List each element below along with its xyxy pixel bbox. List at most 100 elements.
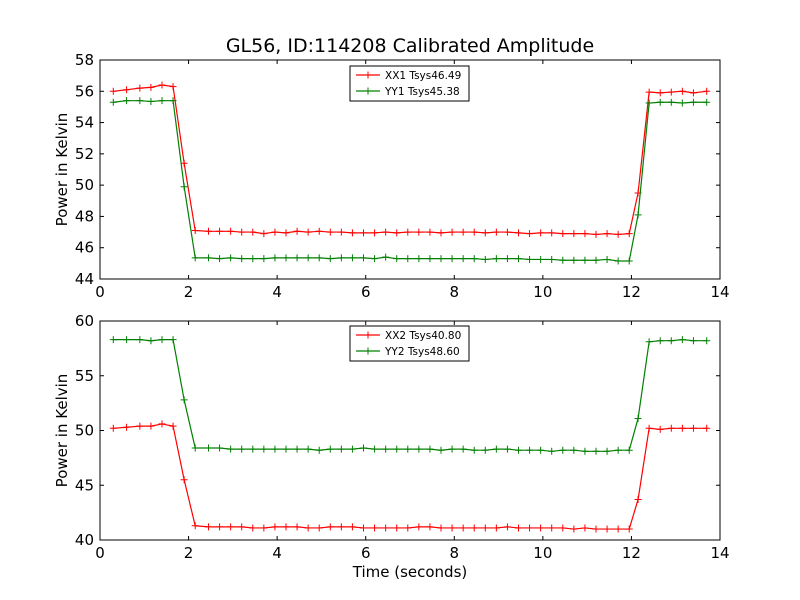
data-point: [158, 420, 166, 428]
data-point: [581, 230, 589, 238]
data-point: [169, 422, 177, 430]
y-tick-label: 45: [75, 476, 94, 494]
legend-label: XX1 Tsys46.49: [385, 70, 461, 82]
data-point: [515, 524, 522, 532]
data-point: [238, 255, 246, 263]
data-point: [393, 229, 401, 237]
y-tick-label: 50: [75, 176, 94, 194]
data-point: [470, 524, 478, 532]
legend-box: [349, 65, 470, 102]
data-point: [459, 228, 467, 236]
data-point: [191, 254, 199, 262]
data-point: [293, 445, 301, 453]
legend-label: XX2 Tsys40.80: [385, 330, 461, 342]
data-point: [470, 228, 478, 236]
data-point: [123, 336, 131, 344]
data-point: [227, 445, 235, 453]
data-point: [315, 227, 323, 235]
data-point: [271, 228, 279, 236]
data-point: [169, 97, 177, 105]
data-point: [271, 254, 279, 262]
data-point: [537, 446, 545, 454]
data-point: [404, 445, 412, 453]
data-point: [158, 336, 166, 344]
x-axis-label: Time (seconds): [352, 563, 468, 581]
data-point: [603, 230, 611, 238]
data-point: [382, 524, 390, 532]
data-point: [109, 98, 117, 106]
data-point: [293, 254, 301, 262]
data-point: [592, 447, 600, 455]
data-point: [147, 83, 155, 91]
data-point: [238, 523, 246, 531]
data-point: [603, 525, 611, 533]
legend-marker: [364, 331, 372, 339]
data-point: [216, 444, 224, 452]
data-point: [548, 524, 556, 532]
data-point: [205, 254, 212, 262]
data-point: [548, 255, 556, 263]
data-point: [304, 445, 312, 453]
data-point: [180, 476, 188, 484]
y-axis-label: Power in Kelvin: [53, 374, 71, 488]
chart-2: 0 2 4 6 8 10 12 14 40 45 50 55 60 Power in Kelvin Time…: [53, 312, 730, 581]
data-point: [570, 525, 578, 533]
x-tick-label: 2: [184, 283, 194, 301]
data-point: [238, 228, 246, 236]
data-point: [315, 524, 323, 532]
data-point: [205, 444, 212, 452]
data-point: [382, 445, 390, 453]
data-point: [109, 424, 117, 432]
y-tick-label: 52: [75, 145, 94, 163]
data-point: [404, 228, 412, 236]
data-point: [459, 524, 467, 532]
data-point: [437, 229, 445, 237]
data-point: [503, 445, 511, 453]
data-point: [169, 336, 177, 344]
data-point: [227, 254, 235, 262]
data-point: [656, 337, 664, 345]
data-point: [426, 523, 434, 531]
data-point: [678, 424, 686, 432]
x-tick-label: 2: [184, 544, 194, 562]
data-point: [282, 254, 290, 262]
y-tick-label: 60: [75, 312, 94, 330]
data-point: [109, 336, 117, 344]
legend-box: [349, 325, 470, 362]
data-point: [481, 255, 489, 263]
data-point: [645, 88, 653, 96]
data-point: [260, 255, 268, 263]
data-point: [260, 524, 268, 532]
legend: XX2 Tsys40.80 YY2 Tsys48.60: [349, 325, 470, 362]
data-point: [136, 422, 144, 430]
data-point: [656, 98, 664, 106]
data-point: [703, 98, 711, 106]
data-point: [470, 446, 478, 454]
data-point: [337, 228, 345, 236]
data-point: [426, 255, 434, 263]
data-point: [515, 229, 522, 237]
data-point: [581, 256, 589, 264]
data-point: [481, 229, 489, 237]
series-2: [109, 97, 711, 265]
data-point: [492, 255, 500, 263]
data-point: [548, 229, 556, 237]
data-point: [382, 228, 390, 236]
data-point: [109, 87, 117, 95]
legend-marker: [364, 87, 372, 95]
data-point: [304, 524, 312, 532]
data-point: [503, 228, 511, 236]
y-tick-label: 54: [75, 114, 94, 132]
data-point: [634, 211, 642, 219]
data-point: [249, 524, 257, 532]
x-tick-label: 14: [710, 283, 729, 301]
data-point: [393, 524, 401, 532]
data-point: [191, 444, 199, 452]
data-point: [293, 523, 301, 531]
data-point: [326, 445, 334, 453]
data-point: [216, 523, 224, 531]
data-point: [592, 230, 600, 238]
data-point: [503, 255, 511, 263]
data-point: [227, 523, 235, 531]
